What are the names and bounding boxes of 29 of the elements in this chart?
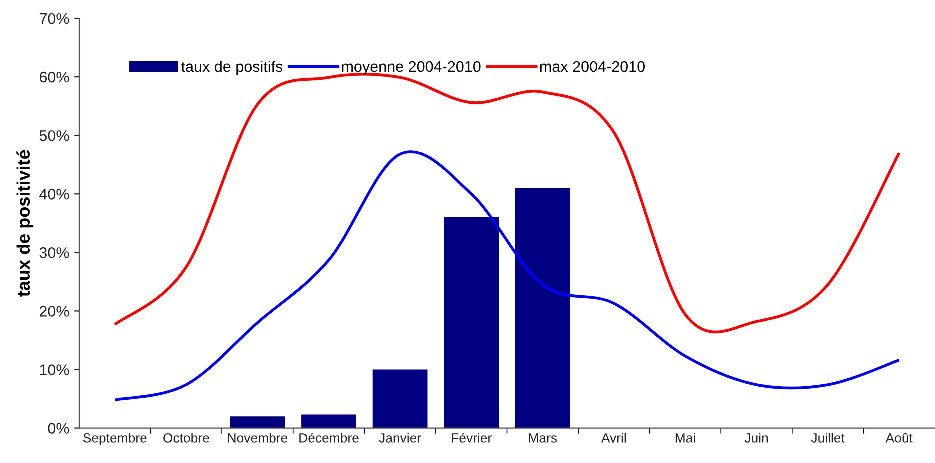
bar (372, 370, 428, 428)
y-tick-label: 50% (40, 130, 70, 142)
x-tick-label: Février (452, 432, 492, 443)
x-tick-label: Mars (529, 434, 558, 443)
y-axis-title: taux de positivité (16, 150, 34, 297)
bar (444, 218, 500, 428)
y-tick-label: 40% (40, 188, 70, 200)
bar (302, 414, 356, 428)
y-tick-label: 30% (40, 248, 70, 258)
x-tick-label: Septembre (83, 433, 147, 446)
legend-label: max 2004-2010 (540, 61, 646, 72)
legend-label: taux de positifs (182, 60, 283, 76)
y-tick-label: 0% (48, 423, 70, 434)
x-tick-label: Août (886, 433, 913, 443)
x-tick-label: Janvier (379, 433, 422, 443)
x-tick-label: Mai (676, 433, 696, 443)
legend-label: moyenne 2004-2010 (342, 61, 481, 76)
bar (515, 188, 570, 428)
x-tick-label: Décembre (300, 432, 359, 443)
y-tick-label: 10% (40, 364, 70, 376)
y-tick-label: 70% (40, 13, 70, 24)
x-tick-label: Octobre (164, 433, 210, 443)
x-tick-label: Novembre (228, 433, 288, 443)
y-tick-label: 20% (40, 306, 70, 317)
bar (230, 416, 286, 428)
y-tick-label: 60% (40, 72, 70, 83)
x-tick-label: Avril (601, 433, 626, 443)
x-tick-label: Juillet (811, 433, 845, 443)
x-tick-label: Juin (744, 433, 768, 443)
